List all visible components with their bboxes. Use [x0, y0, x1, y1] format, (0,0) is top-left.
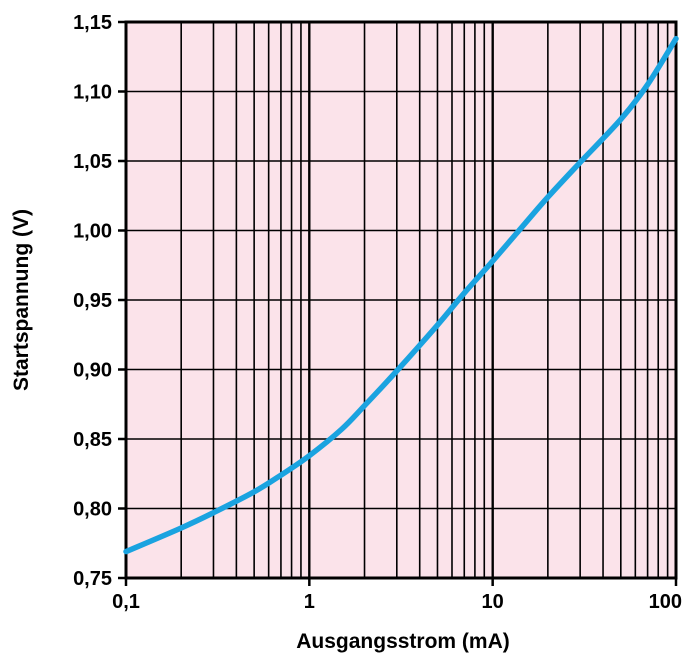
x-tick-label: 100 [649, 591, 682, 613]
y-tick-label: 0,90 [73, 360, 112, 382]
y-tick-label: 0,80 [73, 499, 112, 521]
y-tick-label: 0,75 [73, 568, 112, 590]
y-tick-label: 1,05 [73, 151, 112, 173]
x-tick-label: 0,1 [112, 591, 140, 613]
grid [124, 21, 678, 579]
x-axis-ticks: 0,1 1 10 100 [112, 578, 682, 613]
y-tick-label: 1,10 [73, 82, 112, 104]
series-line [123, 35, 679, 555]
x-axis-title: Ausgangsstrom (mA) [296, 630, 510, 653]
y-axis-ticks: 0,75 0,80 0,85 0,90 0,95 1,00 1,05 1,10 1,15 [73, 12, 126, 590]
y-tick-label: 0,85 [73, 429, 112, 451]
y-tick-label: 1,00 [73, 221, 112, 243]
y-tick-label: 0,95 [73, 290, 112, 312]
x-tick-label: 10 [482, 591, 504, 613]
y-tick-label: 1,15 [73, 12, 112, 34]
y-axis-title: Startspannung (V) [10, 209, 33, 391]
x-tick-label: 1 [304, 591, 315, 613]
